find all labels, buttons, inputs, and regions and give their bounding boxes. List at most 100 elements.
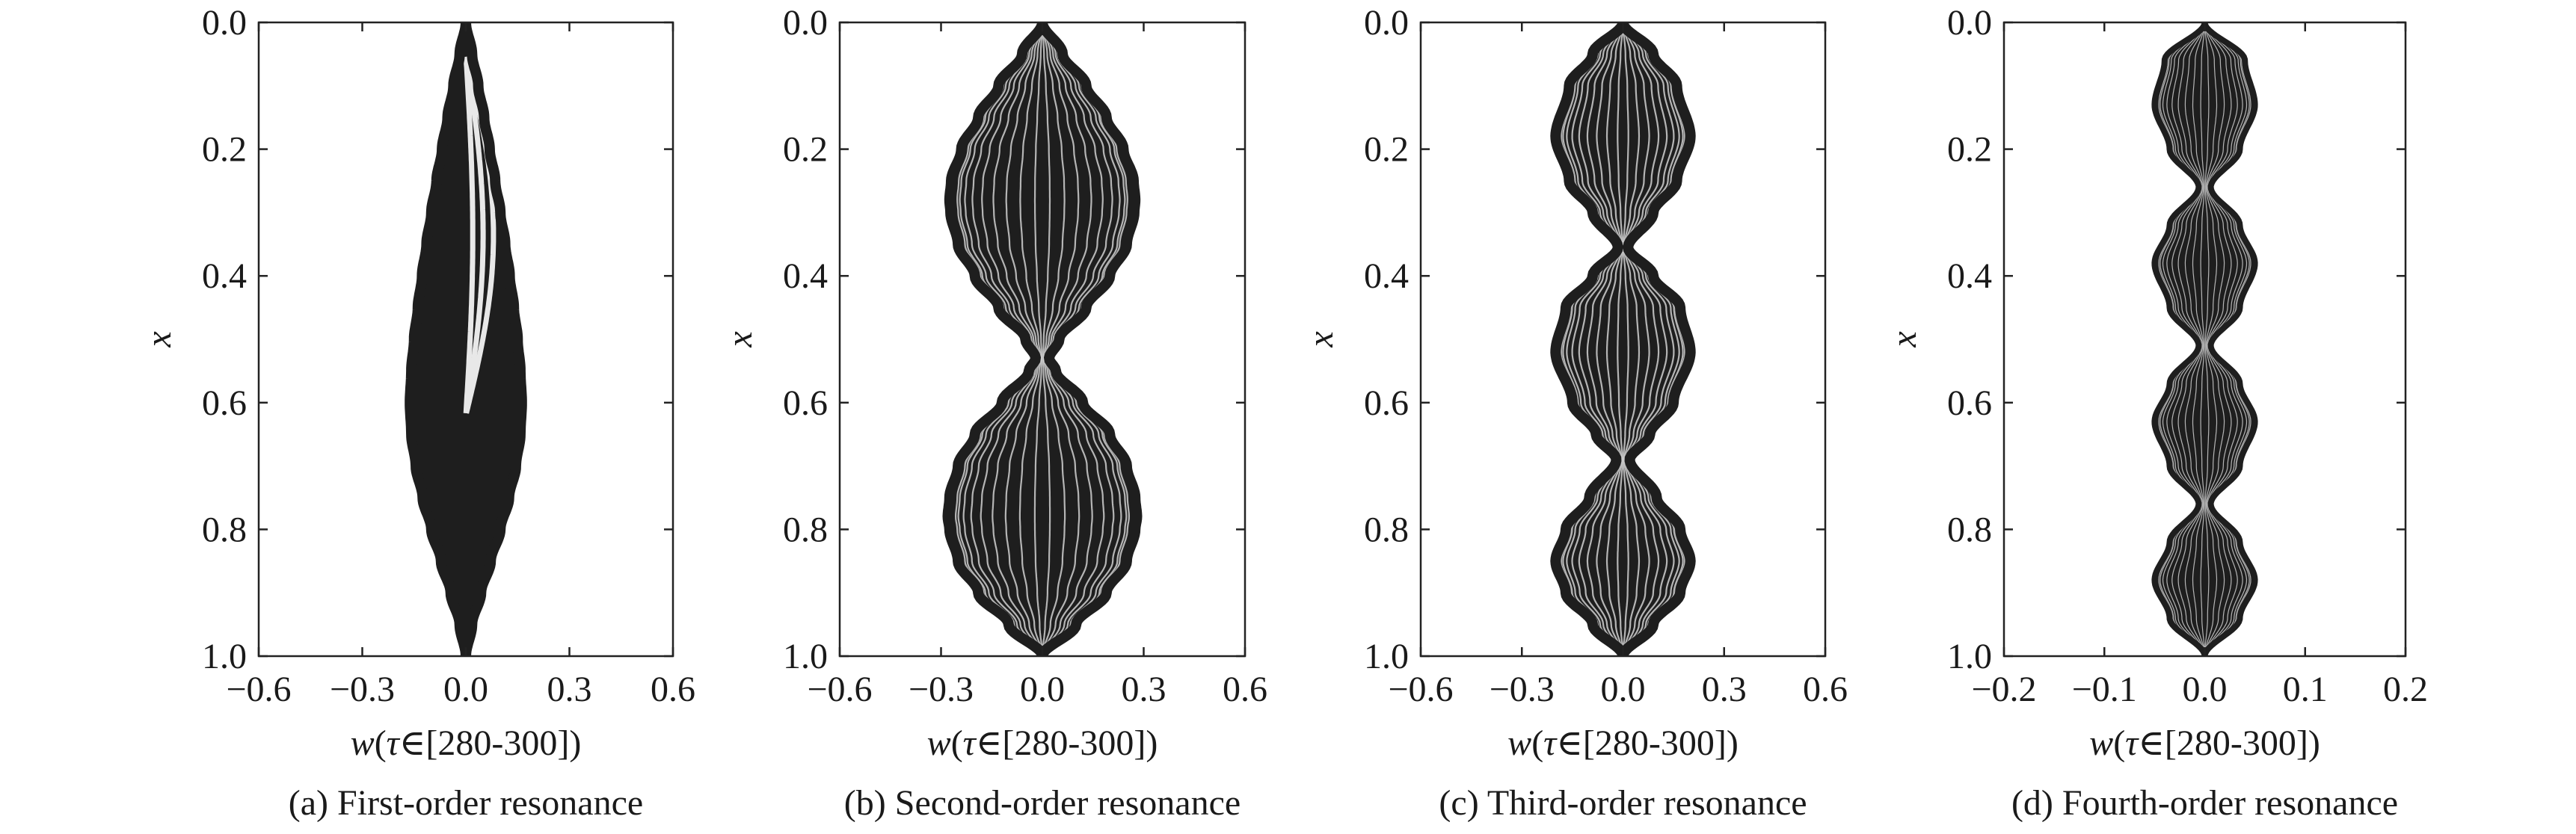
- response-curve: [1566, 22, 1624, 656]
- x-axis-label: w(τ∈[280-300]): [1507, 723, 1739, 763]
- x-tick-label: −0.6: [226, 670, 291, 709]
- response-curve: [1622, 22, 1668, 656]
- y-axis-label: x: [1301, 331, 1341, 348]
- panel-caption: (d) Fourth-order resonance: [2011, 783, 2398, 823]
- x-tick-label: 0.6: [1223, 670, 1267, 709]
- x-tick-label: −0.3: [909, 670, 974, 709]
- response-curve: [1041, 22, 1066, 656]
- y-tick-label: 0.2: [1364, 130, 1409, 170]
- y-tick-label: 1.0: [783, 637, 828, 676]
- y-axis-label: x: [139, 331, 179, 348]
- envelope-rim: [405, 22, 527, 656]
- x-axis-label: w(τ∈[280-300]): [927, 723, 1158, 763]
- x-tick-label: −0.6: [807, 670, 872, 709]
- y-tick-label: 0.0: [783, 3, 828, 43]
- chart-panel-1: −0.6 −0.3 0.0 0.3 0.6 0.0 0.2 0.4 0.6 0.8 1.0 x w(τ∈…: [139, 3, 695, 823]
- response-curve: [2200, 22, 2206, 656]
- response-curve: [1041, 22, 1080, 656]
- response-curve: [1004, 22, 1044, 656]
- y-tick-label: 0.6: [783, 383, 828, 423]
- response-curve: [1596, 22, 1624, 656]
- x-tick-label: −0.3: [1490, 670, 1555, 709]
- response-curve: [1605, 22, 1624, 656]
- response-curve: [2184, 22, 2206, 656]
- response-curve: [2204, 22, 2218, 656]
- response-curve: [2192, 22, 2206, 656]
- y-tick-label: 0.2: [783, 130, 828, 170]
- chart-panel-4: −0.2 −0.1 0.0 0.1 0.2 0.0 0.2 0.4 0.6 0.8 1.0 x w(τ∈…: [1884, 3, 2428, 823]
- x-tick-label: 0.6: [1803, 670, 1848, 709]
- x-tick-label: 0.3: [1702, 670, 1747, 709]
- chart-panel-2: −0.6 −0.3 0.0 0.3 0.6 0.0 0.2 0.4 0.6 0.8 1.0 x w(τ∈…: [720, 3, 1267, 823]
- response-curve: [463, 56, 486, 414]
- y-tick-label: 1.0: [202, 637, 247, 676]
- envelope-rim: [2151, 22, 2258, 656]
- x-tick-label: 0.0: [1020, 670, 1065, 709]
- x-tick-label: 0.2: [2383, 670, 2428, 709]
- response-curve: [1622, 22, 1629, 656]
- response-curve: [1622, 22, 1680, 656]
- response-curve: [463, 56, 476, 414]
- x-axis-label: w(τ∈[280-300]): [351, 723, 582, 763]
- y-tick-label: 0.4: [1364, 256, 1409, 296]
- envelope-rim: [942, 22, 1143, 656]
- y-tick-label: 0.4: [783, 256, 828, 296]
- x-tick-label: 0.0: [2183, 670, 2228, 709]
- y-tick-label: 0.2: [202, 130, 247, 170]
- y-tick-label: 0.2: [1947, 130, 1992, 170]
- y-tick-label: 0.4: [202, 256, 247, 296]
- y-tick-label: 0.6: [1364, 383, 1409, 423]
- response-curve: [1578, 22, 1624, 656]
- y-axis-label: x: [1884, 331, 1924, 348]
- x-tick-label: 0.6: [651, 670, 695, 709]
- response-curve: [1622, 22, 1641, 656]
- response-curve: [1622, 22, 1660, 656]
- response-curve: [980, 22, 1044, 656]
- response-curve: [2177, 22, 2206, 656]
- y-tick-label: 1.0: [1947, 637, 1992, 676]
- response-curve: [1562, 22, 1624, 656]
- y-axis-label: x: [720, 331, 760, 348]
- panel-caption: (a) First-order resonance: [289, 783, 643, 823]
- response-curve: [1041, 22, 1051, 656]
- x-tick-label: 0.3: [547, 670, 592, 709]
- y-tick-label: 0.8: [783, 510, 828, 549]
- y-tick-label: 0.6: [1947, 383, 1992, 423]
- y-tick-label: 1.0: [1364, 637, 1409, 676]
- y-tick-label: 0.8: [202, 510, 247, 549]
- y-tick-label: 0.0: [1364, 3, 1409, 43]
- response-curves: [1560, 22, 1686, 656]
- x-tick-label: 0.1: [2283, 670, 2328, 709]
- panel-caption: (c) Third-order resonance: [1439, 783, 1807, 823]
- response-curve: [1622, 22, 1650, 656]
- x-tick-label: −0.3: [330, 670, 395, 709]
- response-curve: [1622, 22, 1675, 656]
- x-tick-label: −0.6: [1388, 670, 1453, 709]
- x-tick-label: −0.1: [2072, 670, 2137, 709]
- response-envelope: [409, 22, 523, 656]
- response-curve: [992, 22, 1044, 656]
- response-curve: [1571, 22, 1624, 656]
- response-curve: [1622, 22, 1684, 656]
- response-curve: [2204, 22, 2232, 656]
- response-curve: [2204, 22, 2225, 656]
- x-tick-label: −0.2: [1971, 670, 2036, 709]
- response-curve: [1617, 22, 1624, 656]
- response-curve: [1041, 22, 1105, 656]
- y-tick-label: 0.4: [1947, 256, 1992, 296]
- x-tick-label: 0.0: [443, 670, 488, 709]
- response-curve: [1041, 22, 1093, 656]
- x-tick-label: 0.0: [1601, 670, 1646, 709]
- panel-caption: (b) Second-order resonance: [844, 783, 1241, 823]
- envelope-rim: [1550, 22, 1696, 656]
- response-curve: [1018, 22, 1044, 656]
- response-curve: [2204, 22, 2210, 656]
- response-curve: [1033, 22, 1044, 656]
- x-tick-label: 0.3: [1122, 670, 1166, 709]
- y-tick-label: 0.8: [1364, 510, 1409, 549]
- y-tick-label: 0.8: [1947, 510, 1992, 549]
- y-tick-label: 0.6: [202, 383, 247, 423]
- y-tick-label: 0.0: [202, 3, 247, 43]
- y-tick-label: 0.0: [1947, 3, 1992, 43]
